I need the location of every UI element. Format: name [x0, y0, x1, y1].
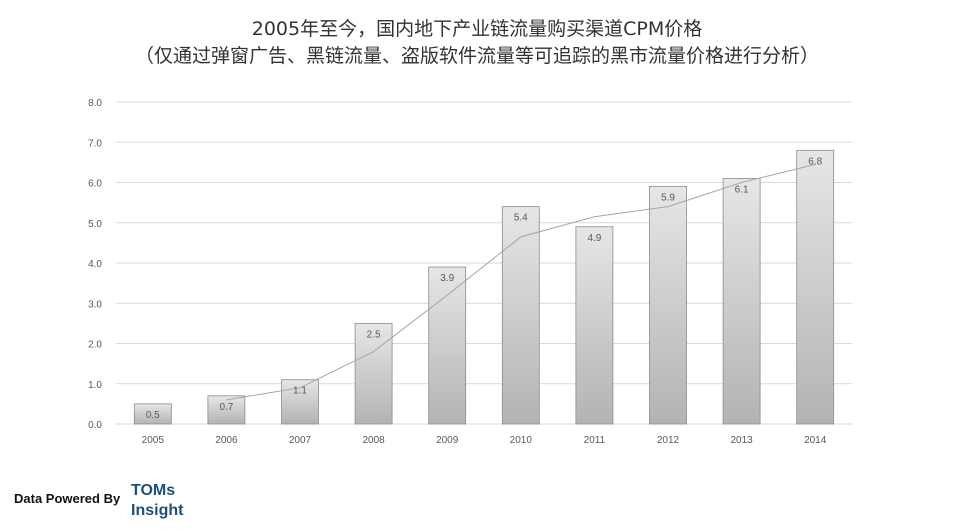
data-label: 3.9	[440, 273, 454, 284]
data-label: 6.1	[735, 184, 749, 195]
bar	[428, 266, 467, 425]
x-tick-label: 2006	[215, 435, 238, 446]
chart-subtitle: （仅通过弹窗广告、黑链流量、盗版软件流量等可追踪的黑市流量价格进行分析）	[134, 45, 819, 67]
bar	[133, 403, 172, 425]
x-tick-label: 2005	[142, 435, 165, 446]
data-label: 0.7	[219, 402, 233, 413]
bars	[133, 149, 835, 425]
trendline	[226, 163, 816, 401]
x-tick-label: 2008	[362, 435, 385, 446]
data-label: 6.8	[808, 156, 822, 167]
bar	[281, 379, 319, 425]
bar	[796, 149, 835, 425]
logo-line-1: TOMs	[131, 482, 176, 499]
data-label: 5.4	[514, 213, 528, 224]
bar	[354, 322, 393, 425]
data-labels: 0.5 0.7 1.1 2.5 3.9 5.4 4.9 5.9 6.1 6.8	[146, 156, 823, 421]
y-tick-label: 0.0	[88, 420, 102, 431]
x-tick-label: 2014	[804, 435, 827, 446]
y-tick-label: 8.0	[88, 98, 102, 109]
y-tick-label: 7.0	[88, 138, 102, 149]
trendline-path	[226, 163, 816, 401]
chart-title: 2005年至今，国内地下产业链流量购买渠道CPM价格	[251, 18, 703, 40]
bar	[207, 395, 246, 425]
bar	[501, 206, 540, 425]
x-tick-label: 2007	[289, 435, 312, 446]
y-tick-label: 4.0	[88, 259, 102, 270]
axes: 0.0 1.0 2.0 3.0 4.0 5.0 6.0 7.0 8.0 2005 2006 2007 2…	[88, 98, 827, 446]
y-tick-label: 2.0	[88, 340, 102, 351]
data-label: 2.5	[367, 329, 381, 340]
x-tick-label: 2010	[510, 435, 533, 446]
x-tick-label: 2009	[436, 435, 459, 446]
x-tick-label: 2012	[657, 435, 680, 446]
toms-insight-logo: TOMs Insight	[131, 481, 183, 521]
data-label: 5.9	[661, 193, 675, 204]
data-powered-by-label: Data Powered By	[14, 491, 121, 506]
x-tick-label: 2011	[584, 435, 606, 446]
data-label: 0.5	[146, 410, 160, 421]
logo-line-2: Insight	[131, 502, 184, 519]
data-label: 1.1	[293, 386, 307, 397]
y-tick-label: 6.0	[88, 179, 102, 190]
data-label: 4.9	[587, 233, 601, 244]
bar	[649, 186, 687, 425]
bar	[722, 178, 761, 425]
y-tick-label: 5.0	[88, 219, 102, 230]
x-tick-label: 2013	[730, 435, 753, 446]
y-tick-label: 3.0	[88, 299, 102, 310]
bar	[575, 226, 614, 425]
y-tick-label: 1.0	[88, 380, 102, 391]
